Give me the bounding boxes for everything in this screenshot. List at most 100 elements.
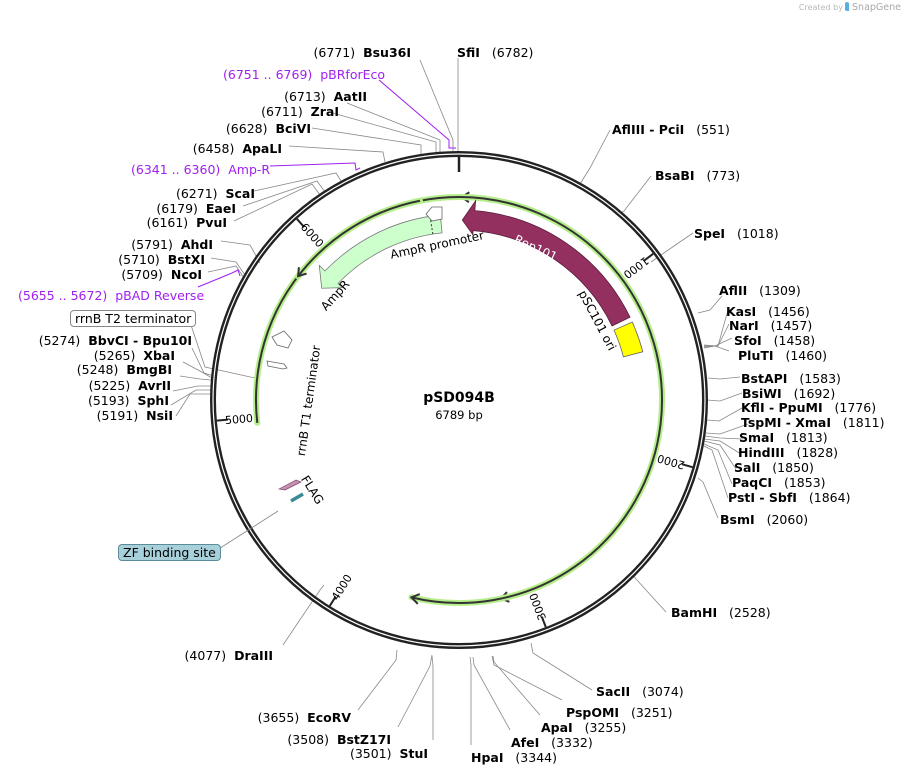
restriction-site-nari[interactable]: NarI (1457): [729, 318, 812, 333]
restriction-site-pvui[interactable]: (6161) PvuI: [147, 215, 227, 230]
restriction-site-afliii-pcii[interactable]: AflIII - PciI (551): [612, 122, 730, 137]
feature-label-zf-binding-site[interactable]: ZF binding site: [118, 544, 221, 561]
site-name: StuI: [399, 746, 428, 761]
restriction-site-bmgbi[interactable]: (5248) BmgBI: [77, 362, 172, 377]
tick-6000: [296, 218, 305, 228]
site-name: PstI - SbfI: [728, 490, 797, 505]
restriction-site-kfli-ppumi[interactable]: KflI - PpuMI (1776): [741, 400, 876, 415]
primer-amp-r[interactable]: (6341 .. 6360) Amp-R: [131, 162, 270, 177]
restriction-site-bcivi[interactable]: (6628) BciVI: [226, 121, 311, 136]
site-name: SfiI: [457, 45, 480, 60]
site-position: (2528): [729, 605, 771, 620]
zf-leader: [213, 510, 279, 553]
rep101-feature[interactable]: [461, 199, 631, 327]
tick-4000: [328, 595, 337, 607]
restriction-site-bsmi[interactable]: BsmI (2060): [720, 512, 808, 527]
restriction-site-hpai[interactable]: HpaI (3344): [471, 750, 557, 765]
restriction-site-scai[interactable]: (6271) ScaI: [176, 186, 255, 201]
restriction-site-afei[interactable]: AfeI (3332): [511, 735, 593, 750]
site-name: KasI: [726, 304, 757, 319]
restriction-site-sfoi[interactable]: SfoI (1458): [734, 333, 815, 348]
restriction-site-stui[interactable]: (3501) StuI: [350, 746, 428, 761]
site-name: HpaI: [471, 750, 504, 765]
restriction-site-bsabi[interactable]: BsaBI (773): [655, 168, 740, 183]
site-position: (3332): [551, 735, 593, 750]
restriction-site-bbvci-bpu10i[interactable]: (5274) BbvCI - Bpu10I: [39, 333, 192, 348]
site-position: (5248): [76, 362, 119, 377]
restriction-site-pspomi[interactable]: PspOMI (3251): [566, 705, 673, 720]
feature-label-rrnb-t2[interactable]: rrnB T2 terminator: [70, 310, 197, 327]
backbone-inner-gap: [212, 153, 706, 647]
ampr-promoter-arrow-icon[interactable]: [425, 206, 443, 222]
restriction-site-ecorv[interactable]: (3655) EcoRV: [258, 710, 351, 725]
primer-pbrforeco[interactable]: (6751 .. 6769) pBRforEco: [223, 67, 385, 82]
restriction-site-paqci[interactable]: PaqCI (1853): [732, 475, 826, 490]
site-position: (773): [706, 168, 741, 183]
restriction-site-avrii[interactable]: (5225) AvrII: [89, 378, 171, 393]
restriction-site-draiii[interactable]: (4077) DraIII: [185, 648, 273, 663]
restriction-site-bstz17i[interactable]: (3508) BstZ17I: [287, 732, 391, 747]
site-position: (1460): [785, 348, 828, 363]
site-position: (1776): [834, 400, 877, 415]
restriction-site-bamhi[interactable]: BamHI (2528): [671, 605, 771, 620]
credit-brand: SnapGene: [852, 2, 901, 13]
site-position: (6782): [491, 45, 534, 60]
site-position: (3255): [584, 720, 627, 735]
psc101-ori-feature[interactable]: [613, 321, 644, 358]
restriction-site-bsu36i[interactable]: (6771) Bsu36I: [314, 45, 411, 60]
restriction-site-zrai[interactable]: (6711) ZraI: [261, 104, 339, 119]
site-position: (6711): [261, 104, 303, 119]
restriction-site-aatii[interactable]: (6713) AatII: [284, 89, 367, 104]
site-name: ApaI: [541, 720, 573, 735]
restriction-site-bsiwi[interactable]: BsiWI (1692): [742, 386, 835, 401]
restriction-site-ahdi[interactable]: (5791) AhdI: [131, 237, 213, 252]
site-position: (5274): [38, 333, 81, 348]
site-position: (4077): [184, 648, 227, 663]
site-position: (5265): [93, 348, 136, 363]
flag-tag-icon[interactable]: [277, 479, 302, 491]
site-name: BmgBI: [126, 362, 172, 377]
restriction-site-eaei[interactable]: (6179) EaeI: [156, 201, 236, 216]
restriction-site-aflii[interactable]: AflII (1309): [719, 283, 801, 298]
restriction-site-kasi[interactable]: KasI (1456): [726, 304, 810, 319]
site-position: (3251): [630, 705, 673, 720]
rrnb-t2-terminator-icon[interactable]: [271, 330, 293, 349]
site-name: SfoI: [734, 333, 762, 348]
site-position: (1018): [737, 226, 779, 241]
restriction-site-sfii[interactable]: SfiI (6782): [457, 45, 533, 60]
tick-marks: [216, 218, 693, 628]
site-name: AhdI: [180, 237, 213, 252]
site-position: (1309): [759, 283, 801, 298]
restriction-site-smai[interactable]: SmaI (1813): [739, 430, 828, 445]
restriction-site-sphi[interactable]: (5193) SphI: [88, 393, 169, 408]
restriction-site-pluti[interactable]: PluTI (1460): [738, 348, 827, 363]
site-name: DraIII: [234, 648, 273, 663]
site-name: SacII: [596, 684, 631, 699]
rrnb-t1-terminator-icon[interactable]: [266, 360, 288, 370]
site-name: PspOMI: [566, 705, 620, 720]
site-position: (5225): [88, 378, 131, 393]
zf-binding-site-icon[interactable]: [290, 492, 304, 503]
restriction-site-hindiii[interactable]: HindIII (1828): [738, 445, 838, 460]
site-name: PvuI: [196, 215, 227, 230]
tick-5000: [216, 418, 228, 422]
restriction-site-apai[interactable]: ApaI (3255): [541, 720, 626, 735]
restriction-site-bstxi[interactable]: (5710) BstXI: [118, 252, 205, 267]
arrowhead-icon: [409, 593, 421, 605]
snapgene-logo-icon: [845, 2, 850, 11]
restriction-site-nsii[interactable]: (5191) NsiI: [97, 408, 173, 423]
site-position: (6179): [156, 201, 198, 216]
restriction-site-apali[interactable]: (6458) ApaLI: [193, 141, 282, 156]
restriction-site-spei[interactable]: SpeI (1018): [694, 226, 779, 241]
site-position: (6271): [175, 186, 218, 201]
restriction-site-ncoi[interactable]: (5709) NcoI: [121, 267, 202, 282]
restriction-site-bstapi[interactable]: BstAPI (1583): [741, 371, 841, 386]
restriction-site-tspmi-xmai[interactable]: TspMI - XmaI (1811): [741, 415, 884, 430]
site-position: (1853): [783, 475, 826, 490]
restriction-site-psti-sbfi[interactable]: PstI - SbfI (1864): [728, 490, 850, 505]
primer-range: (5655 .. 5672): [18, 288, 108, 303]
restriction-site-xbai[interactable]: (5265) XbaI: [94, 348, 175, 363]
restriction-site-sali[interactable]: SalI (1850): [734, 460, 814, 475]
restriction-site-sacii[interactable]: SacII (3074): [596, 684, 684, 699]
primer-pbad-reverse[interactable]: (5655 .. 5672) pBAD Reverse: [18, 288, 204, 303]
